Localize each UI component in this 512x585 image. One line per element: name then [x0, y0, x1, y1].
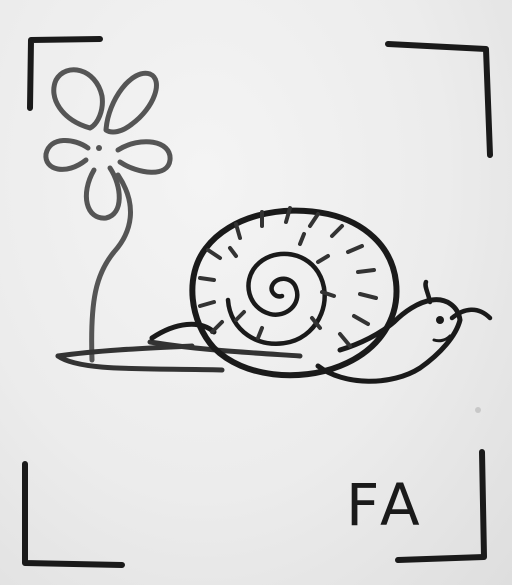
flower-icon	[43, 67, 173, 363]
flower-petal-upper-right	[103, 70, 159, 135]
artist-initials: FA	[346, 471, 426, 539]
snail-shell	[189, 207, 400, 379]
snail-tentacle-right	[449, 307, 493, 321]
flower-stem	[89, 172, 133, 363]
snail-mouth	[432, 334, 452, 343]
frame-corner-top-right	[385, 41, 493, 158]
flower-petal-upper-left	[51, 67, 105, 131]
snail-icon	[149, 206, 493, 384]
snail-tentacle-left	[423, 279, 433, 305]
ground-line-loop	[55, 353, 225, 373]
flower-petal-lower	[83, 165, 122, 221]
flower-petal-left	[43, 138, 91, 172]
frame-corner-top-left	[27, 36, 103, 111]
frame-corner-bottom-left	[22, 461, 125, 568]
frame-corner-bottom-right	[395, 449, 487, 563]
paper-smudge	[475, 407, 481, 413]
snail-shell-spiral	[225, 251, 327, 346]
ground-line-center	[147, 339, 303, 359]
snail-shell-ridges	[198, 206, 378, 348]
flower-center	[96, 145, 102, 151]
flower-petal-right	[115, 139, 173, 175]
snail-body	[149, 297, 463, 384]
ground-lines	[55, 339, 303, 373]
frame-corners	[22, 36, 493, 568]
snail-eye	[436, 316, 444, 324]
